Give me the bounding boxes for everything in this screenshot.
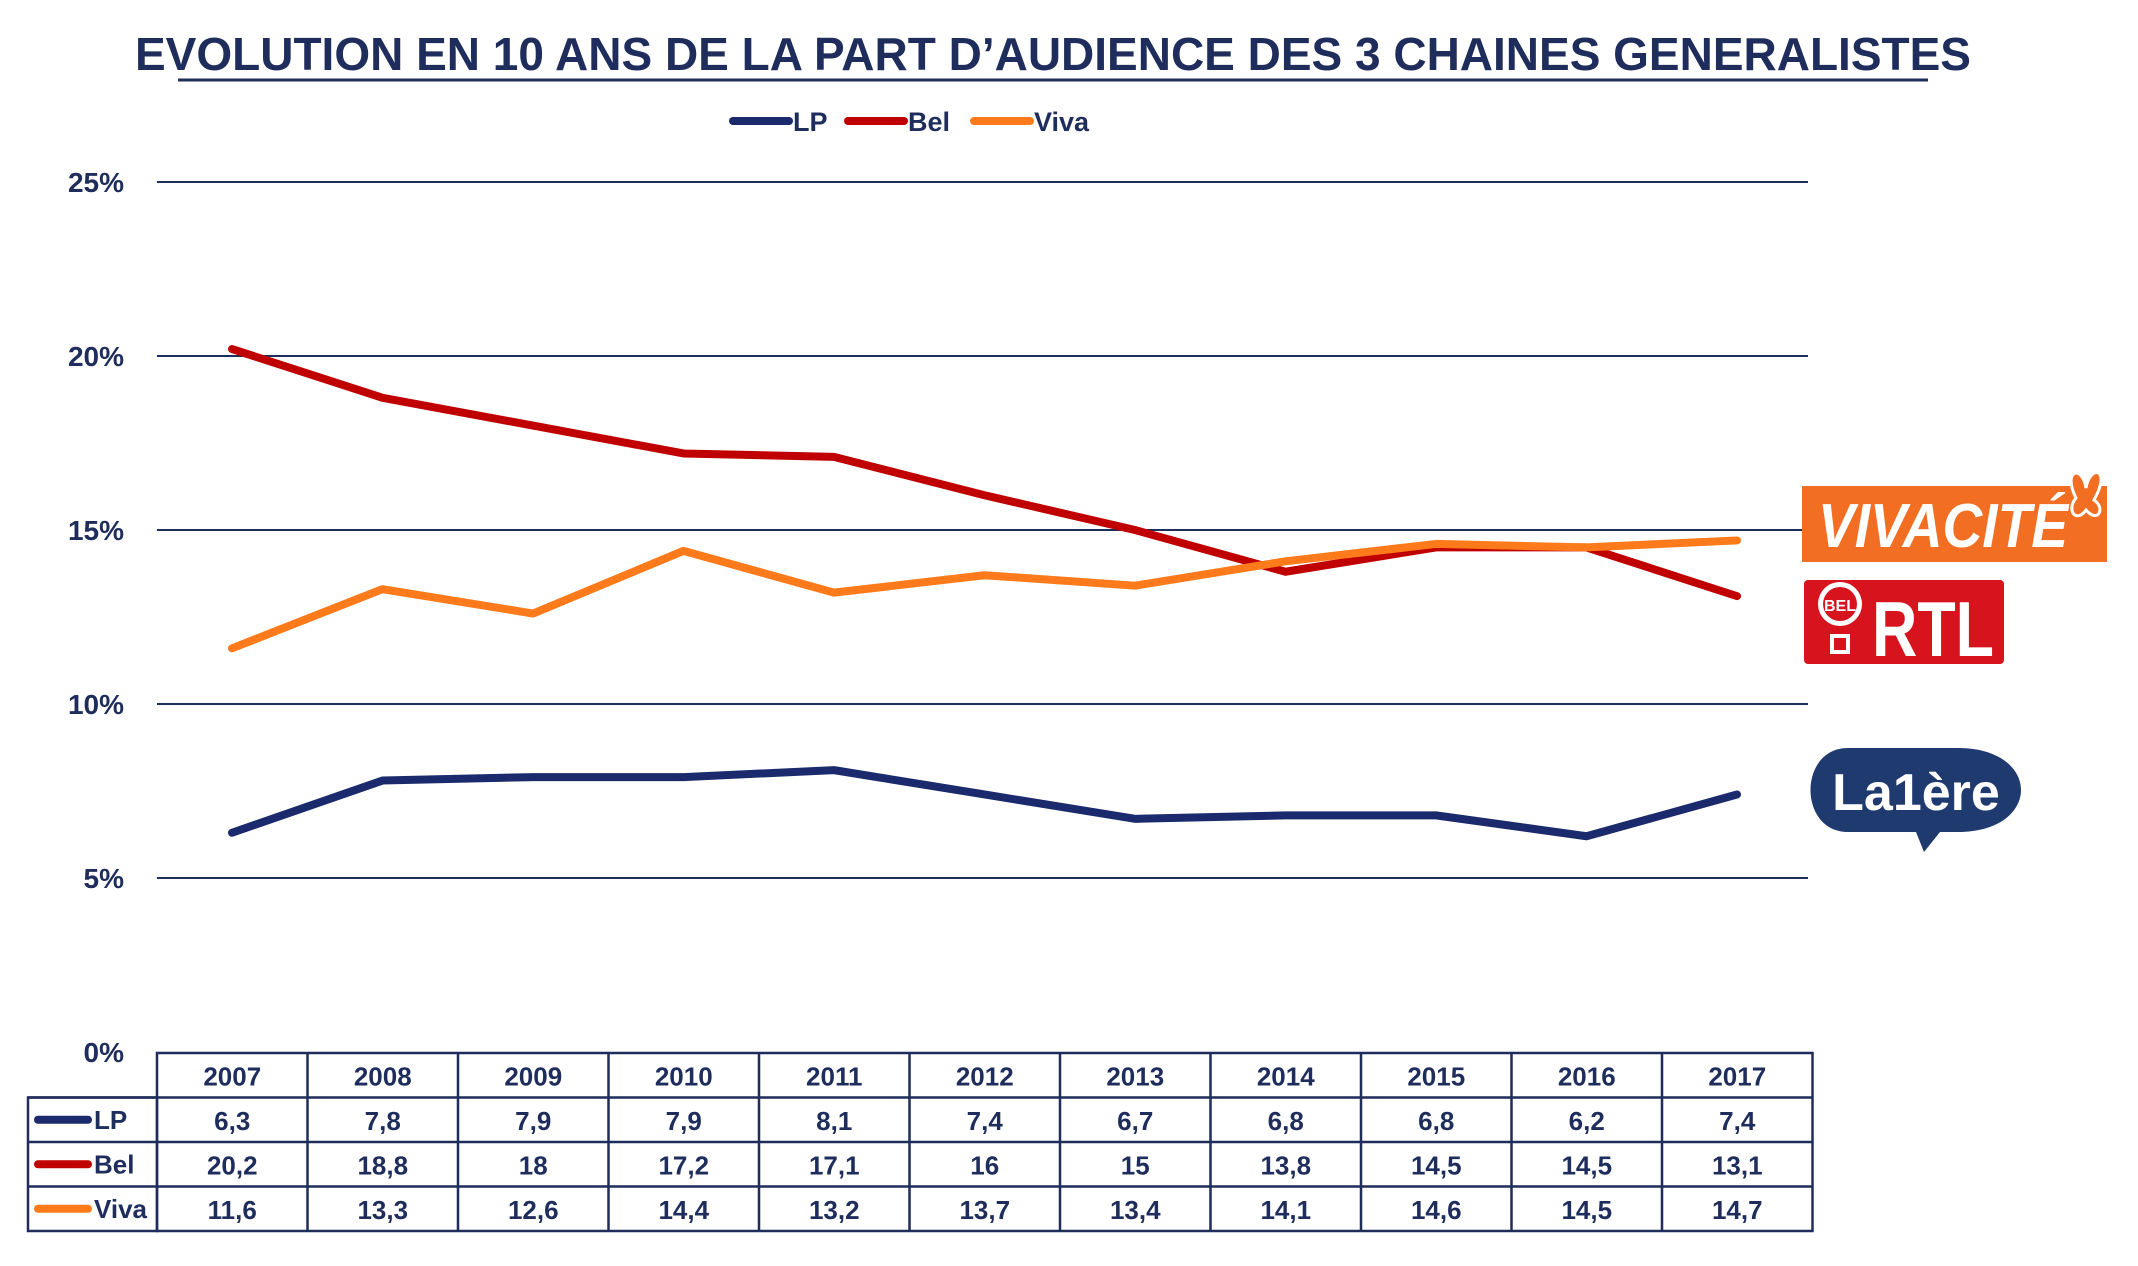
table-header-cell: 2016	[1558, 1061, 1616, 1091]
table-cell: 7,4	[1719, 1106, 1756, 1136]
la1ere-logo-text: La1ère	[1832, 764, 2000, 822]
y-tick-label: 20%	[68, 341, 124, 372]
table-cell: 14,5	[1411, 1150, 1462, 1180]
table-cell: 7,9	[666, 1106, 702, 1136]
table-cell: 13,3	[357, 1195, 408, 1225]
series-line-bel	[228, 345, 1741, 601]
table-cell: 20,2	[207, 1150, 258, 1180]
table-header-cell: 2015	[1407, 1061, 1465, 1091]
table-header-cell: 2010	[655, 1061, 713, 1091]
table-header-cell: 2009	[504, 1061, 562, 1091]
table-cell: 15	[1121, 1150, 1150, 1180]
y-tick-label: 10%	[68, 689, 124, 720]
la1ere-logo: La1ère	[1810, 748, 2021, 852]
table-cell: 13,7	[959, 1195, 1010, 1225]
table-cell: 7,8	[365, 1106, 401, 1136]
series-line-lp	[228, 766, 1741, 841]
table-cell: 13,4	[1110, 1195, 1161, 1225]
table-row-label: Viva	[94, 1194, 148, 1224]
table-header-cell: 2017	[1708, 1061, 1766, 1091]
table-cell: 6,2	[1569, 1106, 1605, 1136]
y-tick-label: 25%	[68, 167, 124, 198]
legend-label-lp: LP	[793, 107, 828, 137]
series-line-viva	[228, 536, 1741, 653]
legend: LP Bel Viva	[729, 107, 1090, 137]
y-tick-label: 15%	[68, 515, 124, 546]
legend-label-viva: Viva	[1034, 107, 1090, 137]
butterfly-icon	[2069, 471, 2103, 518]
table-cell: 13,1	[1712, 1150, 1763, 1180]
table-cell: 6,7	[1117, 1106, 1153, 1136]
vivacite-logo: VIVACITÉ	[1802, 471, 2107, 562]
table-cell: 14,6	[1411, 1195, 1462, 1225]
table-cell: 18,8	[357, 1150, 408, 1180]
rtl-logo-text: RTL	[1872, 585, 1994, 673]
table-cell: 11,6	[208, 1195, 257, 1225]
table-cell: 7,4	[967, 1106, 1004, 1136]
table-cell: 14,4	[658, 1195, 709, 1225]
table-header-cell: 2014	[1257, 1061, 1315, 1091]
table-cell: 6,3	[214, 1106, 250, 1136]
vivacite-logo-text: VIVACITÉ	[1818, 492, 2069, 561]
table-cell: 8,1	[816, 1106, 852, 1136]
table-row-label: Bel	[94, 1149, 134, 1179]
table-header-cell: 2013	[1106, 1061, 1164, 1091]
table-cell: 14,7	[1712, 1195, 1763, 1225]
table-cell: 14,5	[1561, 1195, 1612, 1225]
data-table: 2007 2008 2009 2010 2011 2012 2013 2014 2015 2016…	[26, 1051, 1814, 1233]
table-cell: 14,5	[1561, 1150, 1612, 1180]
table-header-cell: 2007	[203, 1061, 261, 1091]
table-row-label: LP	[94, 1105, 127, 1135]
y-axis-ticks: 0% 5% 10% 15% 20% 25%	[68, 167, 124, 1068]
series-lines	[228, 345, 1741, 841]
table-cell: 17,2	[658, 1150, 709, 1180]
table-cell: 13,8	[1260, 1150, 1311, 1180]
table-cell: 13,2	[809, 1195, 860, 1225]
grid	[157, 181, 1808, 879]
table-cell: 6,8	[1268, 1106, 1304, 1136]
table-header-cell: 2011	[806, 1061, 862, 1091]
rtl-logo: BEL RTL	[1804, 580, 2004, 673]
table-cell: 18	[519, 1150, 548, 1180]
balloon-icon	[1818, 582, 1862, 654]
table-cell: 16	[970, 1150, 999, 1180]
y-tick-label: 0%	[84, 1037, 125, 1068]
table-cell: 6,8	[1418, 1106, 1454, 1136]
chart-title: EVOLUTION EN 10 ANS DE LA PART D’AUDIENC…	[135, 28, 1971, 80]
table-cell: 17,1	[809, 1150, 860, 1180]
legend-label-bel: Bel	[908, 107, 950, 137]
table-cell: 14,1	[1260, 1195, 1311, 1225]
table-cell: 12,6	[508, 1195, 559, 1225]
table-header-cell: 2008	[354, 1061, 412, 1091]
y-tick-label: 5%	[84, 863, 125, 894]
table-header-cell: 2012	[956, 1061, 1014, 1091]
table-cell: 7,9	[515, 1106, 551, 1136]
rtl-logo-badge: BEL	[1824, 598, 1856, 615]
